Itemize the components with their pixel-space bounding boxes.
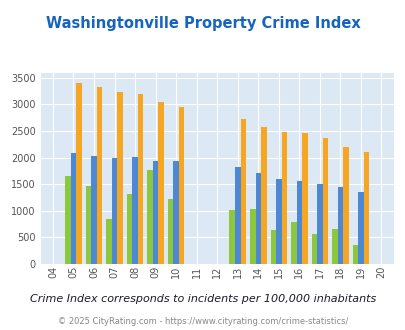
Bar (111, 158, 117, 264)
Bar (316, 184, 322, 264)
Bar (70, 153, 76, 264)
Bar (234, 167, 240, 264)
Bar (85, 186, 91, 264)
Bar (76, 83, 81, 264)
Bar (270, 230, 275, 264)
Bar (65, 176, 70, 264)
Bar (275, 179, 281, 264)
Bar (91, 155, 96, 264)
Text: Crime Index corresponds to incidents per 100,000 inhabitants: Crime Index corresponds to incidents per… (30, 294, 375, 304)
Bar (147, 170, 152, 264)
Bar (132, 157, 138, 264)
Bar (126, 194, 132, 264)
Bar (296, 181, 301, 264)
Bar (255, 173, 260, 264)
Bar (352, 246, 357, 264)
Text: © 2025 CityRating.com - https://www.cityrating.com/crime-statistics/: © 2025 CityRating.com - https://www.city… (58, 317, 347, 326)
Bar (311, 234, 316, 264)
Bar (229, 210, 234, 264)
Bar (106, 219, 111, 264)
Bar (290, 222, 296, 264)
Bar (281, 132, 286, 264)
Text: Washingtonville Property Crime Index: Washingtonville Property Crime Index (45, 16, 360, 31)
Bar (322, 138, 327, 264)
Bar (363, 152, 369, 264)
Bar (117, 92, 123, 264)
Bar (357, 192, 363, 264)
Bar (173, 161, 179, 264)
Bar (138, 94, 143, 264)
Bar (158, 102, 164, 264)
Bar (337, 187, 342, 264)
Bar (167, 199, 173, 264)
Bar (331, 229, 337, 264)
Bar (179, 107, 184, 264)
Bar (301, 133, 307, 264)
Bar (240, 119, 245, 264)
Bar (152, 161, 158, 264)
Bar (96, 87, 102, 264)
Bar (342, 147, 348, 264)
Bar (249, 209, 255, 264)
Bar (260, 127, 266, 264)
